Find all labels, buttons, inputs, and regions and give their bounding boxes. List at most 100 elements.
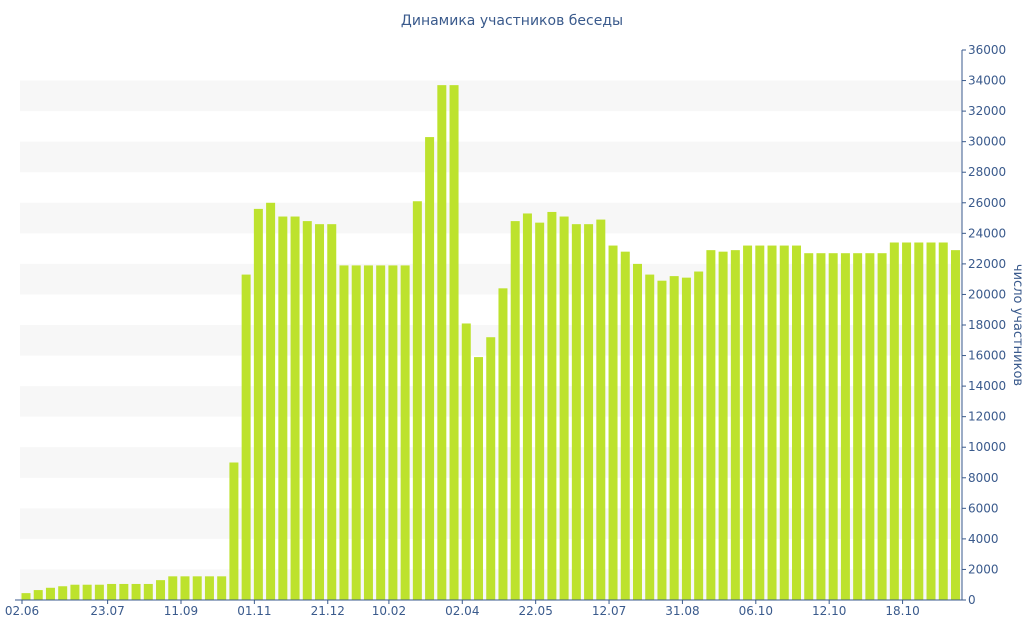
bar <box>351 265 361 600</box>
y-tick-label: 28000 <box>968 165 1006 179</box>
y-axis-label: число участников <box>1010 264 1024 386</box>
bar <box>363 265 373 600</box>
bar <box>767 245 777 601</box>
bar <box>645 274 655 600</box>
x-tick-label: 02.04 <box>445 604 479 618</box>
x-tick-label: 06.10 <box>739 604 773 618</box>
bar <box>241 274 251 600</box>
y-tick-label: 32000 <box>968 104 1006 118</box>
bar <box>571 224 581 600</box>
y-tick-label: 20000 <box>968 287 1006 301</box>
bar <box>694 271 704 600</box>
x-tick-label: 02.06 <box>5 604 39 618</box>
bar <box>315 224 325 600</box>
bar <box>180 576 190 600</box>
x-tick-label: 31.08 <box>665 604 699 618</box>
bar <box>437 85 447 600</box>
bar <box>119 583 129 600</box>
bar <box>253 208 263 600</box>
bar <box>143 583 153 600</box>
bar <box>657 280 667 600</box>
y-tick-label: 0 <box>968 593 976 607</box>
bar <box>730 250 740 600</box>
bar <box>902 242 912 600</box>
bar <box>938 242 948 600</box>
bar <box>156 580 166 600</box>
y-tick-label: 10000 <box>968 440 1006 454</box>
y-tick-label: 26000 <box>968 196 1006 210</box>
bar <box>828 253 838 600</box>
bar <box>327 224 337 600</box>
x-tick-label: 21.12 <box>311 604 345 618</box>
grid-band <box>20 141 962 173</box>
bar <box>681 277 691 600</box>
bar <box>400 265 410 600</box>
bar <box>718 251 728 600</box>
x-tick-label: 10.02 <box>372 604 406 618</box>
y-tick-label: 14000 <box>968 379 1006 393</box>
bar <box>608 245 618 601</box>
bar <box>21 593 31 600</box>
bar <box>131 583 141 600</box>
bar <box>584 224 594 600</box>
y-tick-label: 36000 <box>968 43 1006 57</box>
bar <box>58 586 68 600</box>
bar <box>877 253 887 600</box>
y-tick-label: 2000 <box>968 562 999 576</box>
bar <box>743 245 753 601</box>
grid-band <box>20 202 962 234</box>
bar <box>755 245 765 601</box>
bar <box>596 219 606 601</box>
bar <box>290 216 300 600</box>
bar <box>449 85 459 600</box>
y-tick-label: 30000 <box>968 135 1006 149</box>
y-tick-label: 18000 <box>968 318 1006 332</box>
bar <box>804 253 814 600</box>
bar <box>706 250 716 600</box>
bar <box>168 576 178 600</box>
bar <box>278 216 288 600</box>
bar <box>510 221 520 600</box>
x-tick-label: 01.11 <box>237 604 271 618</box>
x-axis: 02.06 23.07 11.09 01.11 21.12 10.02 02.04 22.05… <box>5 599 962 618</box>
y-tick-label: 16000 <box>968 349 1006 363</box>
bar <box>425 137 435 601</box>
x-tick-label: 18.10 <box>885 604 919 618</box>
bar <box>779 245 789 601</box>
y-tick-label: 22000 <box>968 257 1006 271</box>
bar <box>926 242 936 600</box>
bar <box>522 213 532 600</box>
bar <box>217 576 227 600</box>
bar <box>107 583 117 600</box>
x-tick-label: 22.05 <box>518 604 552 618</box>
bar <box>339 265 349 600</box>
bar <box>192 576 202 600</box>
bar <box>853 253 863 600</box>
x-tick-label: 23.07 <box>90 604 124 618</box>
bar <box>498 288 508 600</box>
bars <box>21 85 960 601</box>
bar <box>70 584 80 600</box>
y-tick-label: 8000 <box>968 471 999 485</box>
bar <box>865 253 875 600</box>
bar <box>204 576 214 600</box>
bar <box>461 323 471 600</box>
grid-band <box>20 80 962 112</box>
bar <box>486 337 496 600</box>
bar <box>45 587 55 600</box>
bar <box>620 251 630 600</box>
bar <box>791 245 801 601</box>
bar <box>889 242 899 600</box>
bar <box>229 462 239 600</box>
bar <box>474 357 484 600</box>
y-axis: 0 2000 4000 6000 8000 10000 12000 14000 16000 180… <box>961 43 1006 607</box>
y-tick-label: 24000 <box>968 226 1006 240</box>
bar <box>669 276 679 600</box>
bar <box>840 253 850 600</box>
bar <box>302 221 312 600</box>
y-tick-label: 4000 <box>968 532 999 546</box>
bar <box>816 253 826 600</box>
bar <box>633 263 642 600</box>
x-tick-label: 12.10 <box>812 604 846 618</box>
y-tick-label: 12000 <box>968 410 1006 424</box>
